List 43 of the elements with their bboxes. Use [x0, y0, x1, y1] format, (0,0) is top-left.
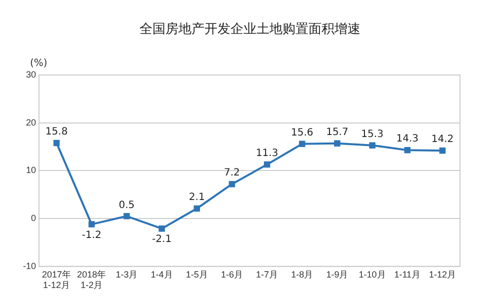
x-tick-label: 1-11月	[394, 269, 421, 280]
data-label: 0.5	[118, 200, 135, 211]
point	[439, 147, 446, 154]
y-axis-title: (%)	[30, 58, 48, 69]
x-tick-label: 1-10月	[358, 269, 386, 280]
data-label: 14.2	[431, 134, 454, 146]
point	[404, 147, 410, 154]
point	[264, 161, 270, 168]
y-tick-label: 20	[26, 117, 36, 128]
point	[124, 213, 130, 220]
point	[299, 140, 306, 148]
point	[158, 225, 165, 232]
x-tick-label: 1-3月	[116, 269, 138, 280]
data-label: 15.8	[45, 126, 68, 138]
point	[194, 205, 200, 212]
x-tick-label: 2018年 1-2月	[77, 269, 106, 290]
point	[228, 180, 236, 188]
y-tick-label: 10	[26, 165, 36, 176]
point	[369, 142, 376, 148]
x-tick-label: 1-12月	[428, 269, 456, 280]
data-label: -1.2	[82, 230, 102, 241]
data-label: -2.1	[152, 234, 172, 246]
x-tick-label: 1-9月	[326, 269, 348, 280]
x-tick-label: 1-4月	[150, 269, 173, 280]
y-tick-label: 0	[30, 213, 36, 224]
data-label: 14.3	[396, 134, 419, 145]
chart-title: 全国房地产开发企业土地购置面积增速	[138, 21, 362, 38]
x-tick-label: 1-5月	[186, 269, 208, 280]
x-tick-label: 2017年 1-12月	[42, 269, 72, 290]
data-label: 11.3	[256, 148, 278, 160]
data-label: 15.6	[290, 128, 314, 138]
x-tick-label: 1-7月	[256, 269, 278, 280]
data-label: 15.3	[361, 128, 384, 140]
point	[53, 140, 60, 146]
point	[334, 140, 340, 147]
x-tick-label: 1-8月	[291, 269, 314, 280]
data-label: 15.7	[326, 127, 348, 138]
data-label: 2.1	[188, 192, 205, 204]
y-tick-label: -10	[22, 260, 36, 271]
x-tick-label: 1-6月	[220, 269, 243, 280]
data-label: 7.2	[224, 168, 240, 179]
y-tick-label: 30	[26, 69, 36, 80]
point	[88, 221, 95, 228]
